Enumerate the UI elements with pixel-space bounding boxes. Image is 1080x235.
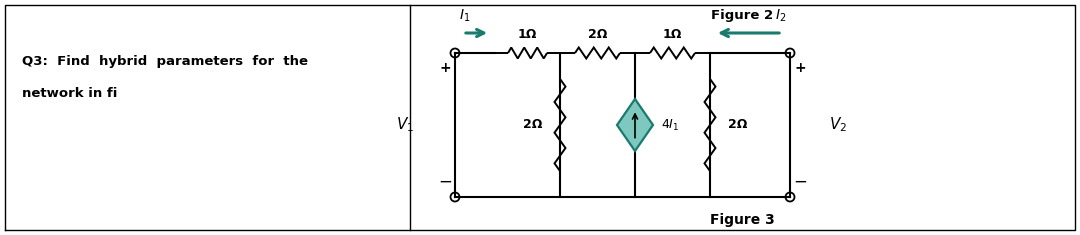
Text: +: + bbox=[440, 61, 450, 75]
Text: $V_1$: $V_1$ bbox=[396, 116, 414, 134]
Text: 1Ω: 1Ω bbox=[517, 28, 537, 41]
Text: network in fi: network in fi bbox=[22, 87, 118, 100]
Text: 2Ω: 2Ω bbox=[588, 28, 607, 41]
Text: Q3:  Find  hybrid  parameters  for  the: Q3: Find hybrid parameters for the bbox=[22, 55, 308, 68]
Text: $4I_1$: $4I_1$ bbox=[661, 118, 679, 133]
Text: Figure 2: Figure 2 bbox=[712, 9, 773, 22]
Text: $V_2$: $V_2$ bbox=[829, 116, 847, 134]
Text: 2Ω: 2Ω bbox=[728, 118, 747, 132]
Text: −: − bbox=[438, 173, 451, 191]
Text: −: − bbox=[793, 173, 807, 191]
Text: $I_1$: $I_1$ bbox=[459, 8, 471, 24]
Text: 2Ω: 2Ω bbox=[523, 118, 542, 132]
Text: 1Ω: 1Ω bbox=[663, 28, 683, 41]
Text: +: + bbox=[794, 61, 806, 75]
Polygon shape bbox=[617, 99, 653, 151]
Text: Figure 3: Figure 3 bbox=[711, 213, 774, 227]
Text: $I_2$: $I_2$ bbox=[774, 8, 786, 24]
